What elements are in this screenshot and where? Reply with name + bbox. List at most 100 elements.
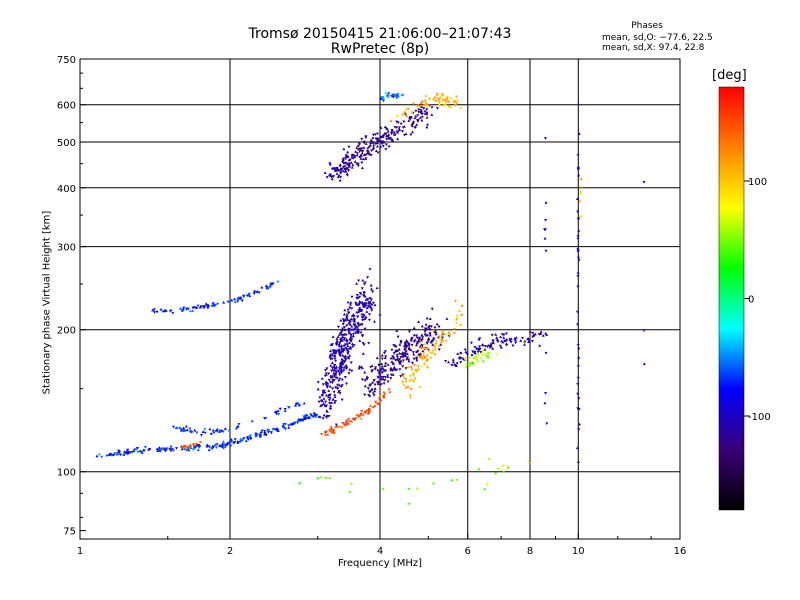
data-point [196, 304, 200, 308]
data-point [432, 481, 436, 485]
data-point [367, 341, 371, 345]
data-point [370, 388, 374, 391]
data-point [419, 101, 423, 105]
data-point [312, 412, 316, 416]
data-point [241, 438, 245, 442]
data-point [372, 319, 376, 323]
data-point [522, 343, 526, 346]
data-point [151, 308, 155, 312]
data-point [369, 154, 373, 157]
data-point [258, 434, 262, 438]
data-point [357, 366, 361, 370]
data-point [577, 357, 581, 360]
data-point [470, 353, 474, 356]
data-point [404, 107, 408, 111]
data-point [375, 286, 379, 290]
data-point [341, 156, 345, 160]
data-point [451, 360, 455, 364]
data-point [432, 337, 436, 341]
data-point [383, 392, 387, 395]
data-point [399, 341, 403, 345]
data-point [355, 281, 359, 285]
data-point [533, 332, 537, 336]
data-point [195, 431, 199, 435]
data-point [381, 375, 385, 379]
data-point [367, 318, 371, 322]
data-point [264, 433, 268, 437]
data-point [380, 362, 384, 366]
data-point [334, 365, 338, 368]
data-point [410, 130, 414, 134]
data-point [199, 305, 203, 309]
data-point [364, 377, 368, 381]
data-point [544, 331, 548, 335]
data-point [419, 343, 423, 347]
data-point [240, 299, 244, 303]
data-point [397, 127, 401, 131]
data-point [359, 322, 363, 326]
data-point [354, 303, 358, 307]
data-point [538, 344, 542, 347]
data-point [334, 350, 338, 354]
data-point [334, 376, 338, 380]
data-point [439, 338, 443, 342]
data-point [232, 297, 236, 301]
data-point [358, 299, 362, 303]
data-point [330, 401, 334, 404]
data-point [410, 124, 414, 128]
data-point [335, 387, 339, 391]
data-point [413, 338, 417, 341]
data-point [346, 311, 350, 314]
data-point [366, 151, 370, 155]
data-point [418, 116, 422, 119]
data-point [531, 335, 535, 339]
data-point [246, 438, 250, 441]
data-point [252, 292, 256, 296]
data-point [304, 415, 308, 419]
data-point [324, 476, 328, 479]
data-point [342, 360, 346, 364]
data-point [544, 218, 548, 222]
data-point [362, 305, 366, 308]
data-point [358, 143, 362, 147]
data-point [342, 326, 346, 329]
data-point [199, 441, 203, 444]
data-point [486, 343, 490, 347]
data-point [199, 433, 203, 437]
data-points [95, 92, 646, 506]
data-point [338, 351, 342, 355]
data-point [163, 449, 167, 453]
data-point [207, 448, 211, 452]
data-point [642, 329, 646, 332]
data-point [421, 345, 425, 349]
data-point [384, 132, 388, 136]
data-point [483, 487, 487, 491]
data-point [323, 431, 327, 435]
data-point [307, 415, 311, 419]
data-point [414, 343, 418, 347]
data-point [425, 353, 429, 357]
data-point [367, 383, 371, 387]
data-point [498, 344, 502, 348]
data-point [318, 396, 322, 400]
data-point [360, 316, 364, 319]
data-point [424, 356, 428, 359]
data-point [455, 102, 459, 105]
data-point [425, 333, 429, 337]
data-point [376, 151, 380, 155]
data-point [283, 423, 287, 426]
data-point [182, 306, 186, 310]
data-point [422, 356, 426, 360]
data-point [398, 368, 402, 371]
data-point [531, 331, 535, 335]
data-point [386, 135, 390, 138]
data-point [360, 137, 364, 141]
data-point [336, 335, 340, 339]
data-point [544, 392, 548, 395]
data-point [155, 310, 159, 314]
data-point [340, 350, 344, 354]
data-point [273, 410, 277, 414]
data-point [425, 125, 429, 129]
data-point [433, 344, 437, 348]
data-point [416, 118, 420, 122]
